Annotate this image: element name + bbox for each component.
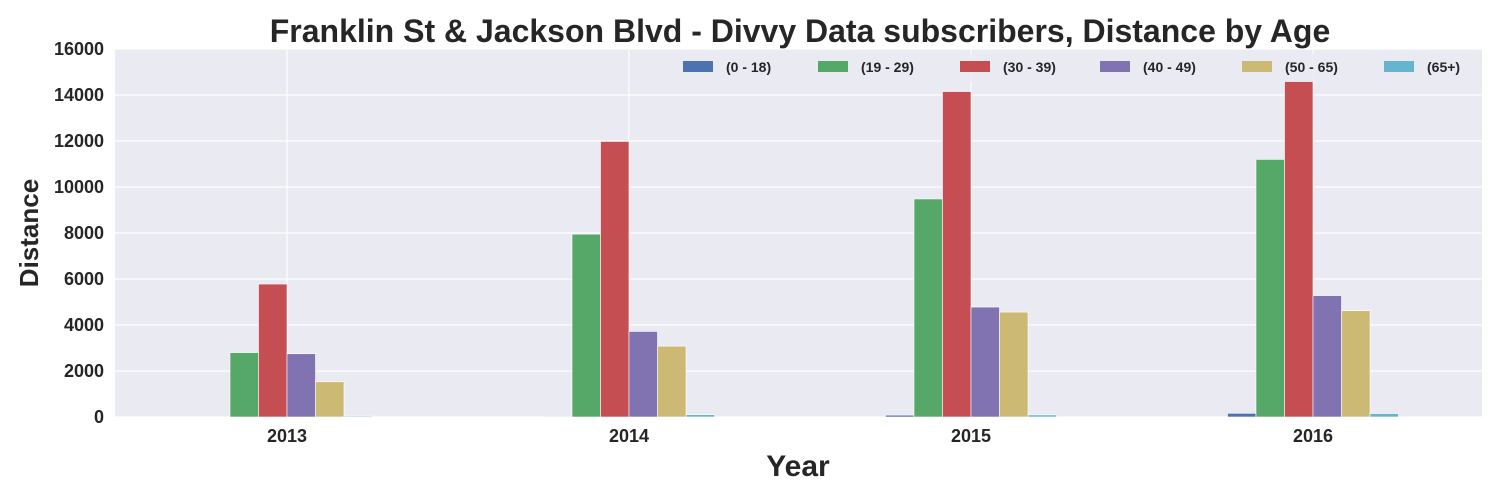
chart-title: Franklin St & Jackson Blvd - Divvy Data … (270, 13, 1331, 49)
bar (229, 352, 259, 418)
bar (1341, 310, 1371, 418)
y-axis-label: Distance (14, 179, 44, 287)
bar (1284, 80, 1314, 418)
legend-swatch (960, 61, 990, 72)
bar (571, 233, 601, 418)
y-tick-label: 10000 (54, 177, 104, 197)
legend-label: (65+) (1427, 59, 1460, 75)
legend-label: (19 - 29) (861, 59, 914, 75)
legend-label: (0 - 18) (726, 59, 771, 75)
bar (628, 331, 658, 418)
x-axis-label: Year (766, 450, 830, 483)
legend-swatch (1242, 61, 1272, 72)
legend-swatch (683, 61, 713, 72)
bar (970, 306, 1000, 418)
y-tick-label: 0 (94, 407, 104, 427)
legend-label: (50 - 65) (1285, 59, 1338, 75)
bar (657, 345, 687, 418)
legend-label: (40 - 49) (1143, 59, 1196, 75)
bar (942, 91, 972, 418)
legend-swatch (1100, 61, 1130, 72)
bar (1027, 414, 1057, 418)
y-tick-label: 2000 (64, 361, 104, 381)
x-tick-label: 2016 (1293, 426, 1333, 446)
bar (685, 414, 715, 418)
legend-background (672, 54, 1478, 82)
y-tick-labels: 0 2000 4000 6000 8000 10000 12000 14000 16000 (54, 39, 104, 427)
y-tick-label: 8000 (64, 223, 104, 243)
bar (885, 414, 915, 418)
legend: (0 - 18) (19 - 29) (30 - 39) (40 - 49) (50 -… (672, 54, 1478, 82)
x-tick-label: 2014 (609, 426, 649, 446)
bar (343, 415, 373, 418)
bar (543, 416, 573, 418)
legend-swatch (818, 61, 848, 72)
y-tick-label: 14000 (54, 85, 104, 105)
x-tick-label: 2013 (267, 426, 307, 446)
legend-swatch (1384, 61, 1414, 72)
legend-label: (30 - 39) (1003, 59, 1056, 75)
y-tick-label: 16000 (54, 39, 104, 59)
bar (1227, 413, 1257, 418)
bar (1255, 159, 1285, 418)
bar (1312, 295, 1342, 418)
x-tick-label: 2015 (951, 426, 991, 446)
bars (229, 80, 1399, 418)
bar (258, 283, 288, 418)
y-tick-label: 6000 (64, 269, 104, 289)
bar (913, 198, 943, 418)
x-tick-labels: 2013 2014 2015 2016 (267, 426, 1333, 446)
bar (1369, 413, 1399, 418)
y-tick-label: 12000 (54, 131, 104, 151)
bar (999, 311, 1029, 418)
y-tick-label: 4000 (64, 315, 104, 335)
bar (286, 353, 316, 418)
bar (600, 141, 630, 418)
bar (315, 381, 345, 418)
